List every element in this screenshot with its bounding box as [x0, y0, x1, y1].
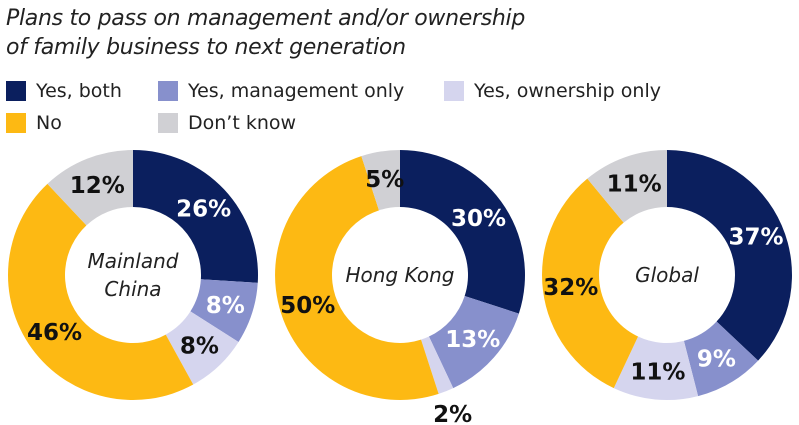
data-label: 8%	[180, 334, 219, 360]
data-label: 37%	[728, 224, 783, 250]
legend-no: No	[6, 112, 62, 134]
legend-yes-management: Yes, management only	[158, 80, 404, 102]
data-label: 8%	[206, 293, 245, 319]
slice-global-0	[667, 150, 793, 361]
donut-center-label: Mainland	[88, 249, 179, 273]
data-label: 32%	[543, 275, 598, 301]
data-label: 12%	[70, 173, 125, 199]
slice-hong-kong-2	[421, 336, 454, 394]
slice-global-3	[542, 178, 639, 389]
slice-mainland-china-4	[47, 150, 133, 226]
data-label: 13%	[445, 327, 500, 353]
data-label: 11%	[630, 360, 685, 386]
slice-mainland-china-3	[7, 183, 194, 401]
donut-center-label: China	[104, 277, 161, 301]
slice-hong-kong-3	[275, 156, 439, 400]
title-line-2: of family business to next generation	[6, 35, 406, 60]
donut-center-label: Global	[635, 263, 699, 287]
data-label: 46%	[27, 320, 82, 346]
data-label: 5%	[365, 167, 404, 193]
data-label: 30%	[451, 206, 506, 232]
legend-yes-ownership: Yes, ownership only	[444, 80, 661, 102]
data-label: 9%	[697, 346, 736, 372]
legend-yes-both: Yes, both	[6, 80, 122, 102]
slice-hong-kong-0	[400, 150, 526, 314]
slice-global-4	[587, 150, 667, 223]
slice-hong-kong-1	[428, 296, 519, 389]
slice-hong-kong-4	[361, 150, 400, 211]
title-line-1: Plans to pass on management and/or owner…	[6, 6, 526, 31]
slice-mainland-china-2	[165, 311, 239, 385]
data-label: 11%	[607, 172, 662, 198]
donut-center-label: Hong Kong	[345, 263, 454, 287]
data-label: 50%	[280, 293, 335, 319]
data-label: 2%	[433, 402, 472, 425]
slice-mainland-china-1	[190, 279, 258, 342]
legend-dont-know: Don’t know	[158, 112, 296, 134]
slice-global-2	[613, 336, 699, 401]
slice-global-1	[683, 321, 759, 397]
chart-title: Plans to pass on management and/or owner…	[6, 4, 525, 62]
slice-mainland-china-0	[133, 150, 258, 283]
data-label: 26%	[176, 197, 231, 223]
